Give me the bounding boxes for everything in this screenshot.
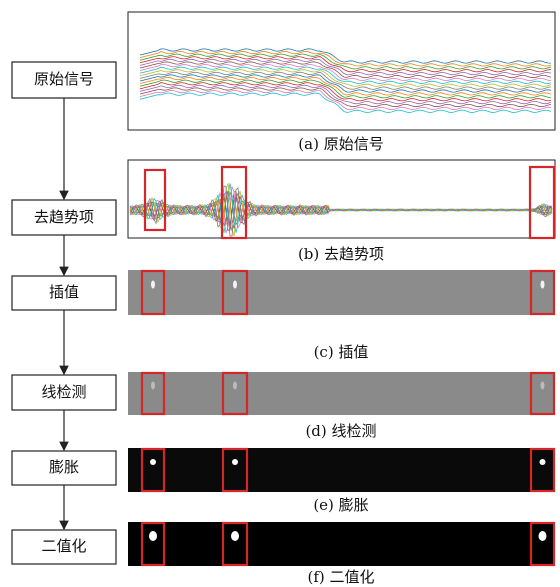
blob (541, 382, 545, 390)
signal-line (140, 49, 551, 63)
caption: (c) 插值 (314, 343, 369, 361)
line-detection-image (128, 372, 555, 415)
blob (233, 382, 237, 390)
blob (149, 531, 157, 541)
caption: (e) 膨胀 (313, 496, 368, 514)
blob (233, 281, 237, 289)
blob (150, 459, 156, 465)
blob (231, 531, 239, 541)
step-label: 去趋势项 (34, 208, 94, 226)
figure: 原始信号 去趋势项 插值 线检测 膨胀 二值化 (a) 原始信号 (b) 去趋势… (0, 0, 560, 587)
step-label: 二值化 (41, 537, 86, 555)
signal-line (140, 57, 551, 72)
blob (151, 382, 155, 390)
caption: (b) 去趋势项 (298, 245, 384, 263)
signal-line (140, 93, 551, 112)
blob (540, 459, 546, 465)
plot-frame (128, 160, 555, 238)
blob (151, 281, 155, 289)
step-label: 插值 (49, 283, 79, 301)
step-label: 膨胀 (49, 458, 79, 476)
binary-image (128, 522, 555, 566)
dilation-image (128, 448, 555, 492)
caption: (a) 原始信号 (298, 135, 383, 153)
caption: (f) 二值化 (307, 568, 374, 586)
panel-detrended (128, 160, 555, 238)
step-label: 线检测 (41, 383, 86, 401)
blob (541, 281, 545, 289)
blob (232, 459, 238, 465)
interpolated-image (128, 270, 555, 315)
signal-line (140, 70, 551, 87)
blob (539, 531, 547, 541)
step-label: 原始信号 (34, 70, 94, 88)
detection-box (530, 167, 554, 238)
caption: (d) 线检测 (305, 422, 376, 440)
